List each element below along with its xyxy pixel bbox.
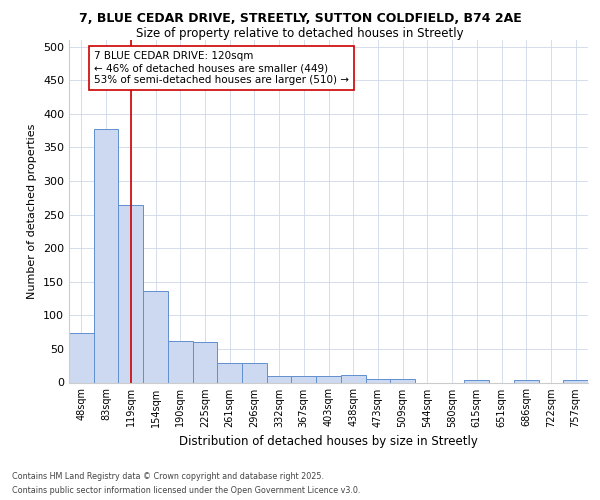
Bar — [267, 376, 292, 382]
Text: Contains HM Land Registry data © Crown copyright and database right 2025.: Contains HM Land Registry data © Crown c… — [12, 472, 324, 481]
Bar — [118, 204, 143, 382]
Bar — [390, 379, 415, 382]
Bar — [217, 363, 242, 382]
Bar — [341, 375, 365, 382]
Bar — [514, 380, 539, 382]
Text: 7 BLUE CEDAR DRIVE: 120sqm
← 46% of detached houses are smaller (449)
53% of sem: 7 BLUE CEDAR DRIVE: 120sqm ← 46% of deta… — [94, 52, 349, 84]
Text: 7, BLUE CEDAR DRIVE, STREETLY, SUTTON COLDFIELD, B74 2AE: 7, BLUE CEDAR DRIVE, STREETLY, SUTTON CO… — [79, 12, 521, 26]
Bar — [365, 379, 390, 382]
Bar — [168, 341, 193, 382]
Bar — [464, 380, 489, 382]
Text: Size of property relative to detached houses in Streetly: Size of property relative to detached ho… — [136, 28, 464, 40]
Bar — [94, 128, 118, 382]
Bar — [69, 334, 94, 382]
Bar — [143, 291, 168, 382]
Bar — [563, 380, 588, 382]
Bar — [242, 363, 267, 382]
X-axis label: Distribution of detached houses by size in Streetly: Distribution of detached houses by size … — [179, 435, 478, 448]
Y-axis label: Number of detached properties: Number of detached properties — [28, 124, 37, 299]
Bar — [316, 376, 341, 382]
Bar — [292, 376, 316, 382]
Bar — [193, 342, 217, 382]
Text: Contains public sector information licensed under the Open Government Licence v3: Contains public sector information licen… — [12, 486, 361, 495]
